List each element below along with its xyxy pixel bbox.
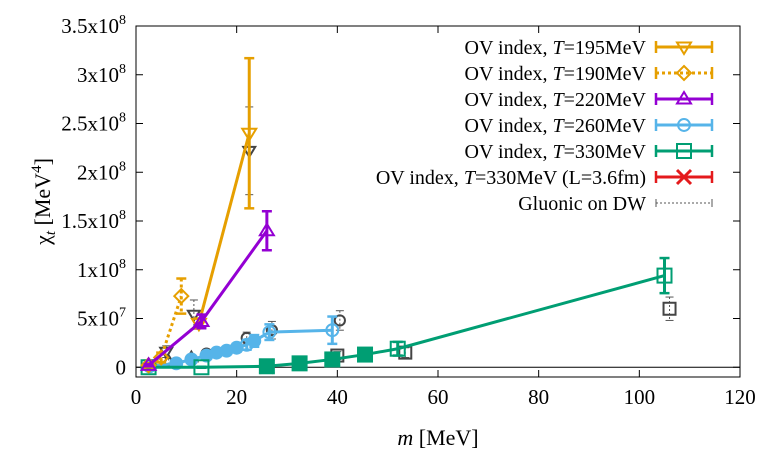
data-point <box>152 349 170 366</box>
legend-label: OV index, T=330MeV (L=3.6fm) <box>376 167 646 189</box>
data-point <box>258 358 275 375</box>
data-point <box>192 312 211 327</box>
legend-label: Gluonic on DW <box>518 193 646 215</box>
legend-entry: OV index, T=195MeV <box>465 37 714 59</box>
x-axis-label: m [MeV] <box>397 425 478 450</box>
series-4 <box>140 256 673 376</box>
legend-marker <box>675 90 693 105</box>
series-2 <box>139 210 276 371</box>
series-line <box>197 132 251 324</box>
data-point <box>139 356 158 371</box>
series-line <box>148 274 665 369</box>
legend-label: OV index, T=190MeV <box>465 63 647 85</box>
legend-entry: OV index, T=330MeV (L=3.6fm) <box>376 167 714 189</box>
data-point <box>291 355 308 372</box>
data-point <box>357 346 374 363</box>
data-point <box>324 351 341 368</box>
legend-entry: OV index, T=190MeV <box>465 63 714 85</box>
legend-label: OV index, T=260MeV <box>465 115 647 137</box>
x-tick-label: 0 <box>131 385 142 409</box>
legend-label: OV index, T=195MeV <box>465 37 647 59</box>
x-tick-label: 100 <box>624 385 656 409</box>
y-tick-label: 3.5x108 <box>61 13 126 38</box>
y-ticks: 0 5x107 1x108 1.5x108 2x108 2.5x108 3x108 3.5x1… <box>61 13 740 379</box>
series-line <box>147 295 183 367</box>
data-point <box>193 359 210 376</box>
data-point <box>325 323 340 338</box>
data-point <box>172 287 190 305</box>
legend-entry: Gluonic on DW <box>518 193 713 215</box>
y-tick-label: 5x107 <box>77 306 126 331</box>
data-point <box>247 333 262 348</box>
x-tick-label: 40 <box>327 385 348 409</box>
x-tick-label: 120 <box>724 385 756 409</box>
x-tick-label: 60 <box>428 385 449 409</box>
legend-marker <box>675 168 693 186</box>
legend-entry: OV index, T=260MeV <box>465 115 714 137</box>
data-point <box>662 301 677 316</box>
data-point <box>240 127 259 143</box>
x-tick-label: 20 <box>226 385 247 409</box>
y-tick-label: 1x108 <box>77 257 126 282</box>
axis-labels: m [MeV] χt [MeV4] <box>29 158 479 450</box>
legend: OV index, T=195MeV OV index, T=190MeV OV i… <box>376 37 714 215</box>
legend-label: OV index, T=330MeV <box>465 141 647 163</box>
x-ticks: 0 20 40 60 80 100 120 <box>131 26 756 409</box>
legend-entry: OV index, T=330MeV <box>465 141 714 163</box>
plot-frame <box>135 25 741 378</box>
legend-marker <box>676 143 692 159</box>
data-series <box>139 56 677 376</box>
legend-marker <box>675 41 693 56</box>
y-tick-label: 3x108 <box>77 62 126 87</box>
legend-marker <box>677 118 691 132</box>
x-tick-label: 80 <box>528 385 549 409</box>
y-tick-label: 2.5x108 <box>61 111 126 136</box>
axes <box>135 25 741 378</box>
data-point <box>656 267 673 284</box>
y-axis-label: χt [MeV4] <box>29 158 59 246</box>
data-point <box>333 314 346 327</box>
y-tick-label: 2x108 <box>77 159 126 184</box>
data-point <box>389 340 406 357</box>
legend-marker <box>675 64 693 82</box>
legend-entry: OV index, T=220MeV <box>465 89 714 111</box>
data-point <box>258 221 276 237</box>
data-point <box>140 359 157 376</box>
legend-label: OV index, T=220MeV <box>465 89 647 111</box>
data-point <box>262 325 277 340</box>
y-tick-label: 1.5x108 <box>61 208 126 233</box>
y-tick-label: 0 <box>116 355 127 379</box>
